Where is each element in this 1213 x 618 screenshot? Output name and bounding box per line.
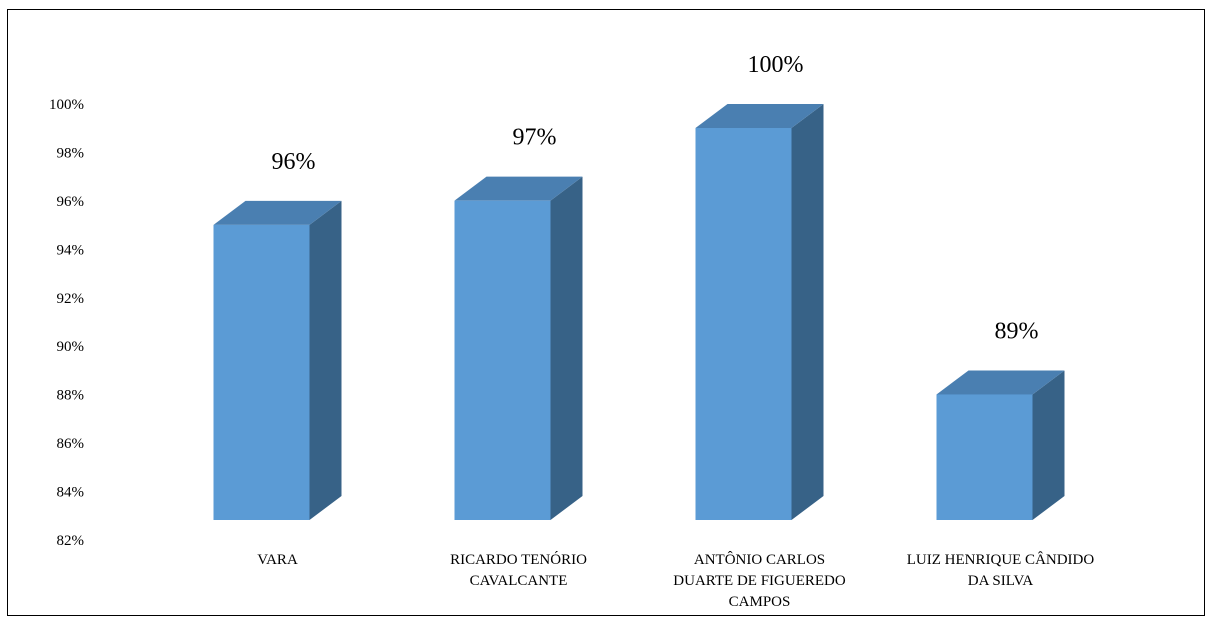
bar-top	[454, 176, 583, 201]
x-tick-label: ANTÔNIO CARLOS	[694, 551, 825, 568]
x-tick-label: LUIZ HENRIQUE CÂNDIDO	[907, 551, 1095, 568]
x-tick-label: DUARTE DE FIGUEREDO	[673, 573, 846, 589]
bar-top	[936, 370, 1065, 395]
y-tick-label: 82%	[57, 533, 85, 549]
y-tick-label: 90%	[57, 339, 85, 355]
y-tick-label: 100%	[49, 97, 84, 113]
x-tick-label: CAVALCANTE	[470, 573, 568, 589]
bar-top	[213, 200, 342, 225]
bar-top	[695, 104, 824, 128]
bar-side	[1032, 370, 1065, 520]
y-tick-label: 92%	[57, 291, 85, 307]
bar-side	[550, 176, 583, 520]
data-label: 96%	[272, 149, 316, 175]
x-tick-label: VARA	[257, 552, 298, 568]
bar	[936, 394, 1033, 520]
data-label: 97%	[513, 125, 557, 151]
y-tick-label: 96%	[57, 194, 85, 210]
y-tick-label: 86%	[57, 436, 85, 452]
y-tick-label: 94%	[57, 242, 85, 258]
data-label: 100%	[748, 52, 804, 78]
bar-side	[309, 200, 342, 520]
bar	[213, 224, 310, 520]
data-label: 89%	[995, 318, 1039, 344]
x-tick-label: CAMPOS	[729, 594, 791, 610]
x-tick-label: DA SILVA	[968, 573, 1034, 589]
bar	[454, 200, 551, 520]
y-tick-label: 88%	[57, 388, 85, 404]
bar	[695, 128, 792, 520]
y-tick-label: 98%	[57, 145, 85, 161]
x-tick-label: RICARDO TENÓRIO	[450, 551, 587, 568]
bar-side	[791, 104, 824, 520]
y-tick-label: 84%	[57, 485, 85, 501]
